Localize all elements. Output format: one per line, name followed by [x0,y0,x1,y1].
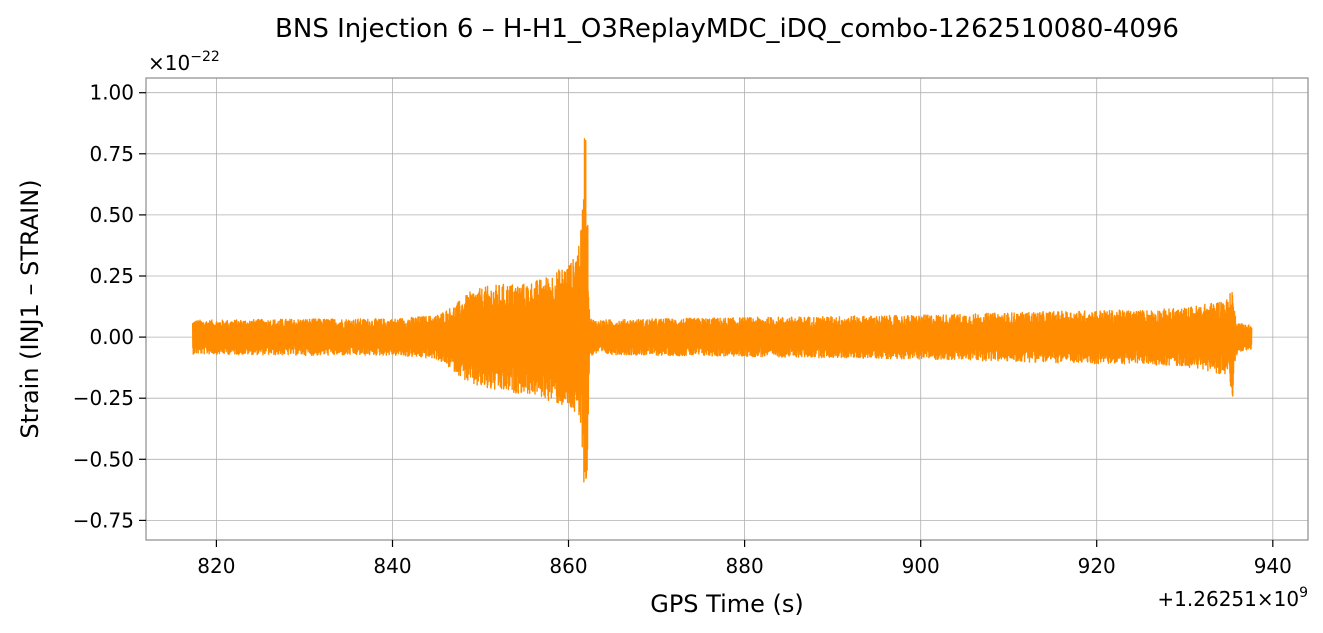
y-tick-label: 0.00 [89,325,134,349]
plot-area [191,138,1253,483]
y-tick-label: 0.75 [89,142,134,166]
x-offset-label: +1.26251×109 [1157,585,1308,611]
x-tick-label: 860 [549,554,587,578]
strain-series-line [191,138,1253,483]
y-tick-label: 1.00 [89,81,134,105]
x-tick-label: 900 [902,554,940,578]
y-tick-label: −0.75 [73,508,134,532]
chart-title: BNS Injection 6 – H-H1_O3ReplayMDC_iDQ_c… [275,14,1179,44]
x-tick-label: 820 [197,554,235,578]
x-tick-label: 940 [1254,554,1292,578]
y-axis-label: Strain (INJ1 – STRAIN) [16,179,44,438]
y-scale-label: ×10−22 [148,49,220,75]
x-tick-label: 880 [726,554,764,578]
x-tick-label: 920 [1078,554,1116,578]
y-tick-label: 0.50 [89,203,134,227]
y-tick-label: −0.50 [73,447,134,471]
axes: 820 840 860 880 900 920 940 −0.75 −0.50 −0.25 0.00… [73,81,1292,578]
plot-frame [145,77,1309,541]
y-tick-label: 0.25 [89,264,134,288]
y-tick-label: −0.25 [73,386,134,410]
x-axis-label: GPS Time (s) [650,590,804,618]
x-tick-label: 840 [373,554,411,578]
grid [146,78,1308,540]
